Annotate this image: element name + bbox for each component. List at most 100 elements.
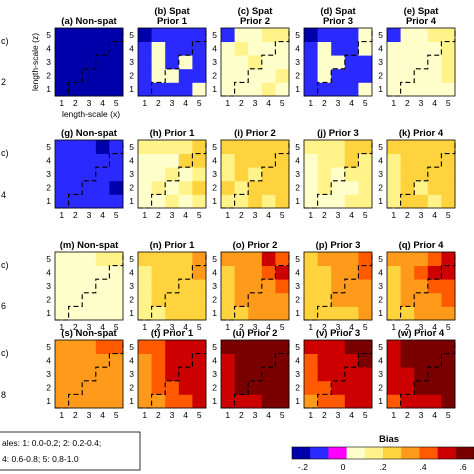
heatmap-cell <box>138 68 152 83</box>
heatmap-cell <box>221 279 235 294</box>
x-tick-label: 2 <box>239 410 244 420</box>
y-tick-label: 5 <box>129 142 134 152</box>
heatmap-cell <box>82 252 97 266</box>
colorbar-label: Bias <box>379 434 399 445</box>
panel-frame <box>303 251 373 321</box>
heatmap-cell <box>304 153 318 168</box>
x-tick-label: 3 <box>253 98 258 108</box>
panel-title: (b) Spat <box>154 6 190 17</box>
heatmap-cell <box>304 194 318 209</box>
heatmap-cell <box>331 82 346 97</box>
x-tick-label: 4 <box>349 98 354 108</box>
heatmap-cell <box>304 180 318 195</box>
heatmap-cell <box>358 340 373 354</box>
edge-label: c) <box>1 36 9 46</box>
heatmap-cell <box>358 55 373 70</box>
heatmap-cell <box>304 68 318 83</box>
x-tick-label: 3 <box>87 98 92 108</box>
x-tick-label: 2 <box>322 410 327 420</box>
heatmap-cell <box>165 140 180 154</box>
x-tick-label: 3 <box>170 98 175 108</box>
heatmap-cell <box>192 28 207 42</box>
heatmap-cell <box>138 340 152 354</box>
y-tick-label: 1 <box>212 396 217 406</box>
heatmap-cell <box>387 306 401 321</box>
y-tick-label: 1 <box>129 396 134 406</box>
panel-frame <box>220 139 290 209</box>
heatmap-cell <box>138 153 152 168</box>
heatmap-cell <box>95 180 110 195</box>
heatmap-cell <box>178 82 193 97</box>
heatmap-cell <box>178 194 193 209</box>
panel-frame <box>137 139 207 209</box>
heatmap-cell <box>138 394 152 409</box>
x-tick-label: 4 <box>432 410 437 420</box>
heatmap-cell <box>427 167 442 182</box>
heatmap-cell <box>95 252 110 266</box>
x-tick-label: 1 <box>308 98 313 108</box>
heatmap-cell <box>68 82 83 97</box>
heatmap-cell <box>344 394 359 409</box>
heatmap-cell <box>317 55 332 70</box>
x-tick-label: 3 <box>419 98 424 108</box>
heatmap-cell <box>221 194 235 209</box>
heatmap-cell <box>414 194 429 209</box>
heatmap-cell <box>275 367 290 382</box>
heatmap-cell <box>304 140 318 154</box>
heatmap-cell <box>441 265 456 280</box>
y-tick-label: 5 <box>378 30 383 40</box>
heatmap-cell <box>261 82 276 97</box>
heatmap-cell <box>317 380 332 395</box>
heatmap-cell <box>95 292 110 307</box>
panel-title: (j) Prior 3 <box>317 128 359 139</box>
heatmap-cell <box>261 167 276 182</box>
y-tick-label: 2 <box>378 295 383 305</box>
x-tick-label: 2 <box>73 98 78 108</box>
heatmap-cell <box>138 292 152 307</box>
heatmap-cell <box>344 167 359 182</box>
panel-title: (k) Prior 4 <box>399 128 444 139</box>
heatmap-cell <box>400 292 415 307</box>
colorbar-tick-label: .2 <box>379 462 386 472</box>
heatmap-cell <box>178 306 193 321</box>
heatmap-cell <box>427 28 442 42</box>
heatmap-cell <box>178 265 193 280</box>
heatmap-cell <box>261 380 276 395</box>
heatmap-cell <box>275 41 290 56</box>
heatmap-cell <box>261 41 276 56</box>
heatmap-cell <box>358 28 373 42</box>
panel-frame <box>54 139 124 209</box>
heatmap-cell <box>261 306 276 321</box>
heatmap-cell <box>275 167 290 182</box>
panel-subtitle: Prior 4 <box>406 16 437 27</box>
x-tick-label: 4 <box>266 410 271 420</box>
heatmap-cell <box>95 140 110 154</box>
colorbar-segment <box>346 447 366 459</box>
heatmap-cell <box>358 252 373 266</box>
heatmap-cell <box>234 153 249 168</box>
heatmap-cell <box>331 353 346 368</box>
x-tick-label: 3 <box>253 410 258 420</box>
colorbar-segment <box>437 447 457 459</box>
heatmap-cell <box>221 55 235 70</box>
y-tick-label: 1 <box>212 196 217 206</box>
y-tick-label: 3 <box>378 281 383 291</box>
heatmap-cell <box>151 167 166 182</box>
heatmap-cell <box>192 180 207 195</box>
y-tick-label: 1 <box>46 196 51 206</box>
heatmap-cell <box>248 167 263 182</box>
heatmap-cell <box>414 367 429 382</box>
panel-frame <box>54 339 124 409</box>
heatmap-cell <box>400 340 415 354</box>
heatmap-cell <box>261 394 276 409</box>
heatmap-cell <box>331 55 346 70</box>
heatmap-cell <box>192 68 207 83</box>
heatmap-cell <box>427 180 442 195</box>
heatmap-cell <box>304 367 318 382</box>
y-tick-label: 5 <box>212 30 217 40</box>
heatmap-cell <box>248 153 263 168</box>
panel-title: (a) Non-spat <box>61 16 117 27</box>
panel-frame <box>386 251 456 321</box>
heatmap-cell <box>414 140 429 154</box>
heatmap-cell <box>178 153 193 168</box>
